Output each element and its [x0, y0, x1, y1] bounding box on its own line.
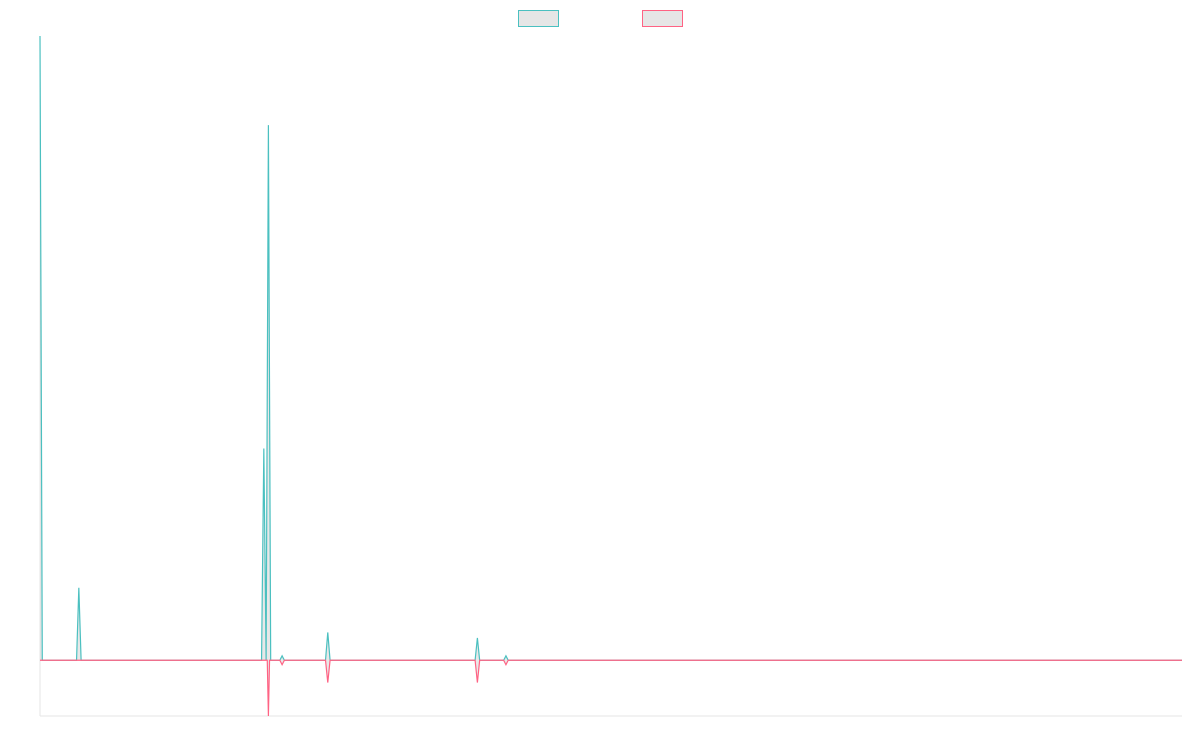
series-2 — [40, 659, 1182, 717]
plot-area — [39, 35, 1182, 717]
series-1-area — [40, 36, 1182, 661]
legend-item-1[interactable] — [518, 10, 559, 27]
series-1 — [39, 35, 1182, 661]
legend-swatch-1 — [518, 10, 559, 27]
series-2-line — [40, 659, 1182, 717]
legend — [518, 10, 683, 27]
legend-swatch-2 — [642, 10, 683, 27]
axes — [39, 36, 1182, 717]
legend-item-2[interactable] — [642, 10, 683, 27]
series-1-line — [39, 35, 1182, 661]
series-2-area — [40, 660, 1182, 716]
